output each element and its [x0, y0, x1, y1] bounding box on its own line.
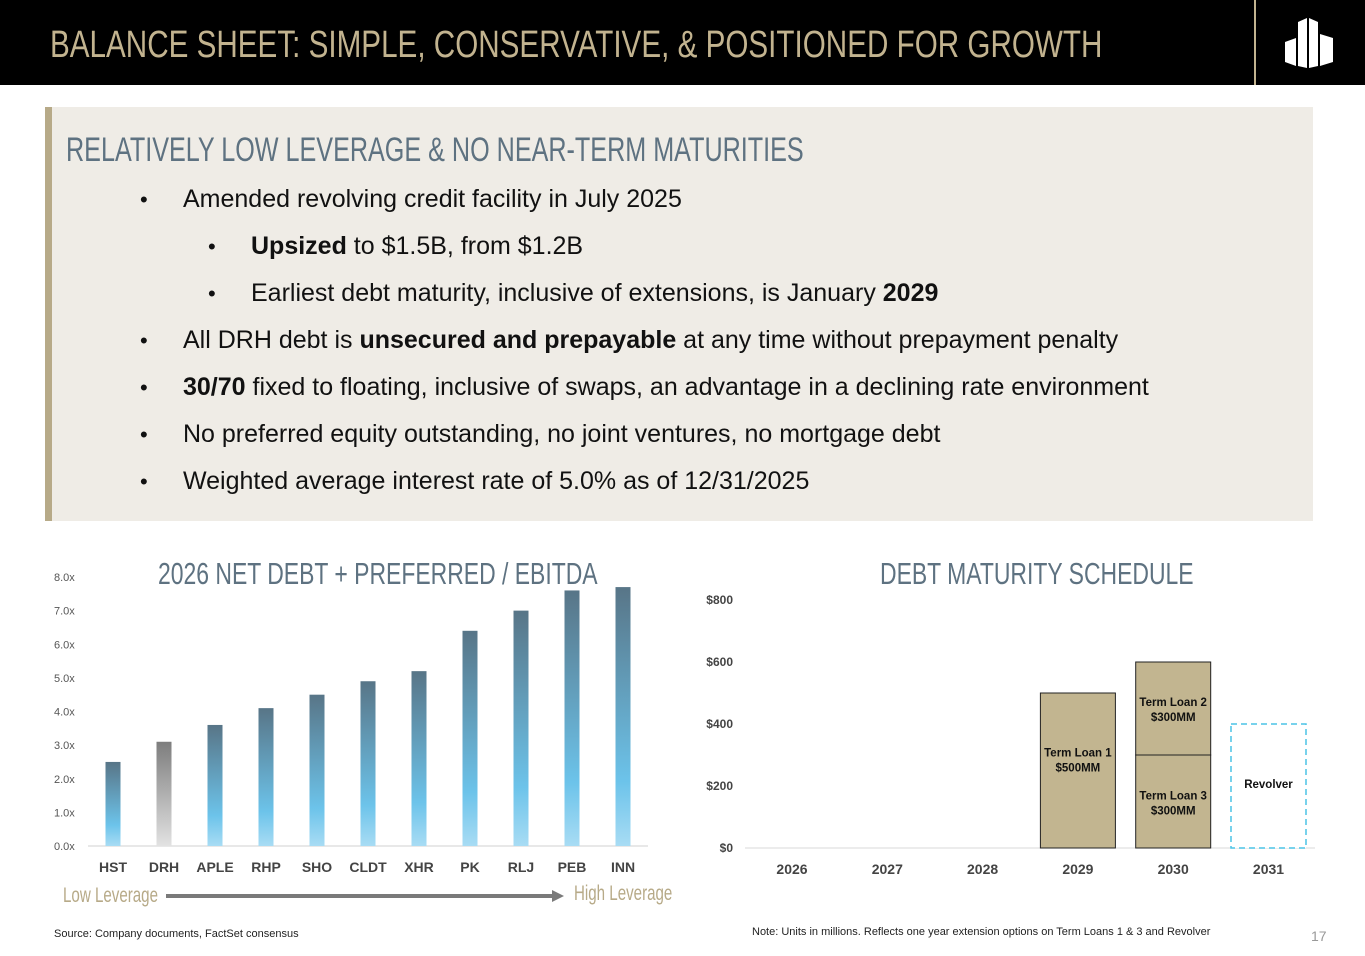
y-tick-label: 8.0x — [54, 572, 75, 584]
x-tick-label: PK — [460, 859, 479, 875]
source-note: Source: Company documents, FactSet conse… — [54, 928, 299, 940]
bar-hst — [105, 761, 121, 846]
x-tick-label: HST — [99, 859, 127, 875]
x-tick-label: CLDT — [349, 859, 387, 875]
panel-title: RELATIVELY LOW LEVERAGE & NO NEAR-TERM M… — [66, 131, 804, 169]
x-tick-label: 2027 — [872, 861, 903, 877]
x-tick-label: INN — [611, 859, 635, 875]
y-tick-label: 2.0x — [54, 774, 75, 786]
y-tick-label: 3.0x — [54, 740, 75, 752]
x-tick-label: APLE — [196, 859, 233, 875]
bar-rlj — [513, 610, 529, 846]
bullet-text: 30/70 fixed to floating, inclusive of sw… — [183, 373, 1149, 402]
x-tick-label: SHO — [302, 859, 332, 875]
segment-label: Term Loan 1 — [1044, 748, 1112, 760]
segment-label: Term Loan 2 — [1139, 697, 1207, 709]
y-tick-label: $200 — [706, 779, 733, 793]
header-bar: BALANCE SHEET: SIMPLE, CONSERVATIVE, & P… — [0, 0, 1365, 85]
y-tick-label: $400 — [706, 717, 733, 731]
high-leverage-label: High Leverage — [574, 882, 673, 905]
maturity-chart-title: DEBT MATURITY SCHEDULE — [880, 556, 1194, 591]
bullet-text: No preferred equity outstanding, no join… — [183, 420, 940, 449]
bullet-icon: • — [140, 422, 148, 447]
x-tick-label: RLJ — [508, 859, 534, 875]
x-tick-label: PEB — [558, 859, 587, 875]
y-tick-label: $0 — [720, 841, 734, 855]
segment-term-loan-2 — [1135, 661, 1212, 756]
bullet-text: Earliest debt maturity, inclusive of ext… — [251, 279, 938, 308]
leverage-chart-title: 2026 NET DEBT + PREFERRED / EBITDA — [158, 556, 598, 591]
segment-term-loan-1 — [1039, 692, 1116, 849]
x-tick-label: 2028 — [967, 861, 998, 877]
maturity-chart: $0 $200 $400 $600 $800 2026 2027 2028 2029 2030 20… — [706, 593, 1315, 877]
y-tick-label: 7.0x — [54, 606, 75, 618]
bullet-text-part: 2029 — [882, 279, 939, 307]
y-tick-label: $800 — [706, 593, 733, 607]
segment-amount: $300MM — [1151, 806, 1196, 818]
segment-label: Revolver — [1244, 779, 1293, 791]
bullet-icon: • — [208, 281, 216, 306]
bar-cldt — [360, 681, 376, 846]
bar-xhr — [411, 671, 427, 846]
page-number: 17 — [1311, 928, 1327, 944]
bullet-text-part: unsecured and prepayable — [359, 326, 677, 354]
bullet-text: Upsized to $1.5B, from $1.2B — [251, 232, 583, 261]
bar-aple — [207, 724, 223, 846]
y-tick-label: $600 — [706, 655, 733, 669]
bar-rhp — [258, 708, 274, 846]
x-tick-label: 2029 — [1062, 861, 1093, 877]
bullet-text-part: No preferred equity outstanding, no join… — [183, 420, 941, 448]
divider — [1254, 0, 1256, 85]
bullet-icon: • — [140, 375, 148, 400]
bullet-text-part: at any time without prepayment penalty — [676, 326, 1119, 354]
bullet-icon: • — [140, 187, 148, 212]
bar-sho — [309, 694, 325, 846]
leverage-chart: 0.0x 1.0x 2.0x 3.0x 4.0x 5.0x 6.0x 7.0x 8.0x HST D… — [54, 572, 648, 902]
bullet-text: Weighted average interest rate of 5.0% a… — [183, 467, 809, 496]
bullet-text-part: Weighted average interest rate of 5.0% a… — [183, 467, 810, 495]
bullet-icon: • — [140, 328, 148, 353]
low-leverage-label: Low Leverage — [63, 884, 158, 907]
bullet-text-part: fixed to floating, inclusive of swaps, a… — [245, 373, 1149, 401]
segment-revolver — [1230, 723, 1307, 849]
bullet-icon: • — [208, 234, 216, 259]
x-tick-label: DRH — [149, 859, 179, 875]
segment-label: Term Loan 3 — [1139, 791, 1207, 803]
bullet-text-part: Upsized — [251, 232, 347, 260]
bullet-text-part: Amended revolving credit facility in Jul… — [183, 185, 682, 213]
bullet-text: All DRH debt is unsecured and prepayable… — [183, 326, 1118, 355]
bar-peb — [564, 590, 580, 846]
bar-pk — [462, 630, 478, 846]
y-tick-label: 1.0x — [54, 807, 75, 819]
bullet-text-part: All DRH debt is — [183, 326, 360, 354]
bullet-text-part: 30/70 — [183, 373, 246, 401]
bullet-text-part: Earliest debt maturity, inclusive of ext… — [251, 279, 883, 307]
key-points-panel: RELATIVELY LOW LEVERAGE & NO NEAR-TERM M… — [45, 107, 1313, 521]
bullet-text-part: to $1.5B, from $1.2B — [346, 232, 584, 260]
bar-drh — [156, 741, 172, 846]
segment-amount: $500MM — [1056, 763, 1101, 775]
x-tick-label: XHR — [404, 859, 434, 875]
segment-amount: $300MM — [1151, 712, 1196, 724]
arrow-head-icon — [552, 890, 564, 902]
segment-term-loan-3 — [1135, 754, 1212, 849]
x-tick-label: 2030 — [1158, 861, 1189, 877]
x-tick-label: 2026 — [776, 861, 807, 877]
y-tick-label: 4.0x — [54, 707, 75, 719]
units-note: Note: Units in millions. Reflects one ye… — [752, 926, 1211, 938]
bar-inn — [615, 587, 631, 846]
bullet-icon: • — [140, 469, 148, 494]
y-tick-label: 5.0x — [54, 673, 75, 685]
y-tick-label: 6.0x — [54, 639, 75, 651]
x-tick-label: 2031 — [1253, 861, 1284, 877]
y-tick-label: 0.0x — [54, 841, 75, 853]
page-title: BALANCE SHEET: SIMPLE, CONSERVATIVE, & P… — [50, 24, 1103, 66]
building-logo-icon — [1285, 18, 1333, 68]
bullet-text: Amended revolving credit facility in Jul… — [183, 185, 682, 214]
x-tick-label: RHP — [251, 859, 281, 875]
